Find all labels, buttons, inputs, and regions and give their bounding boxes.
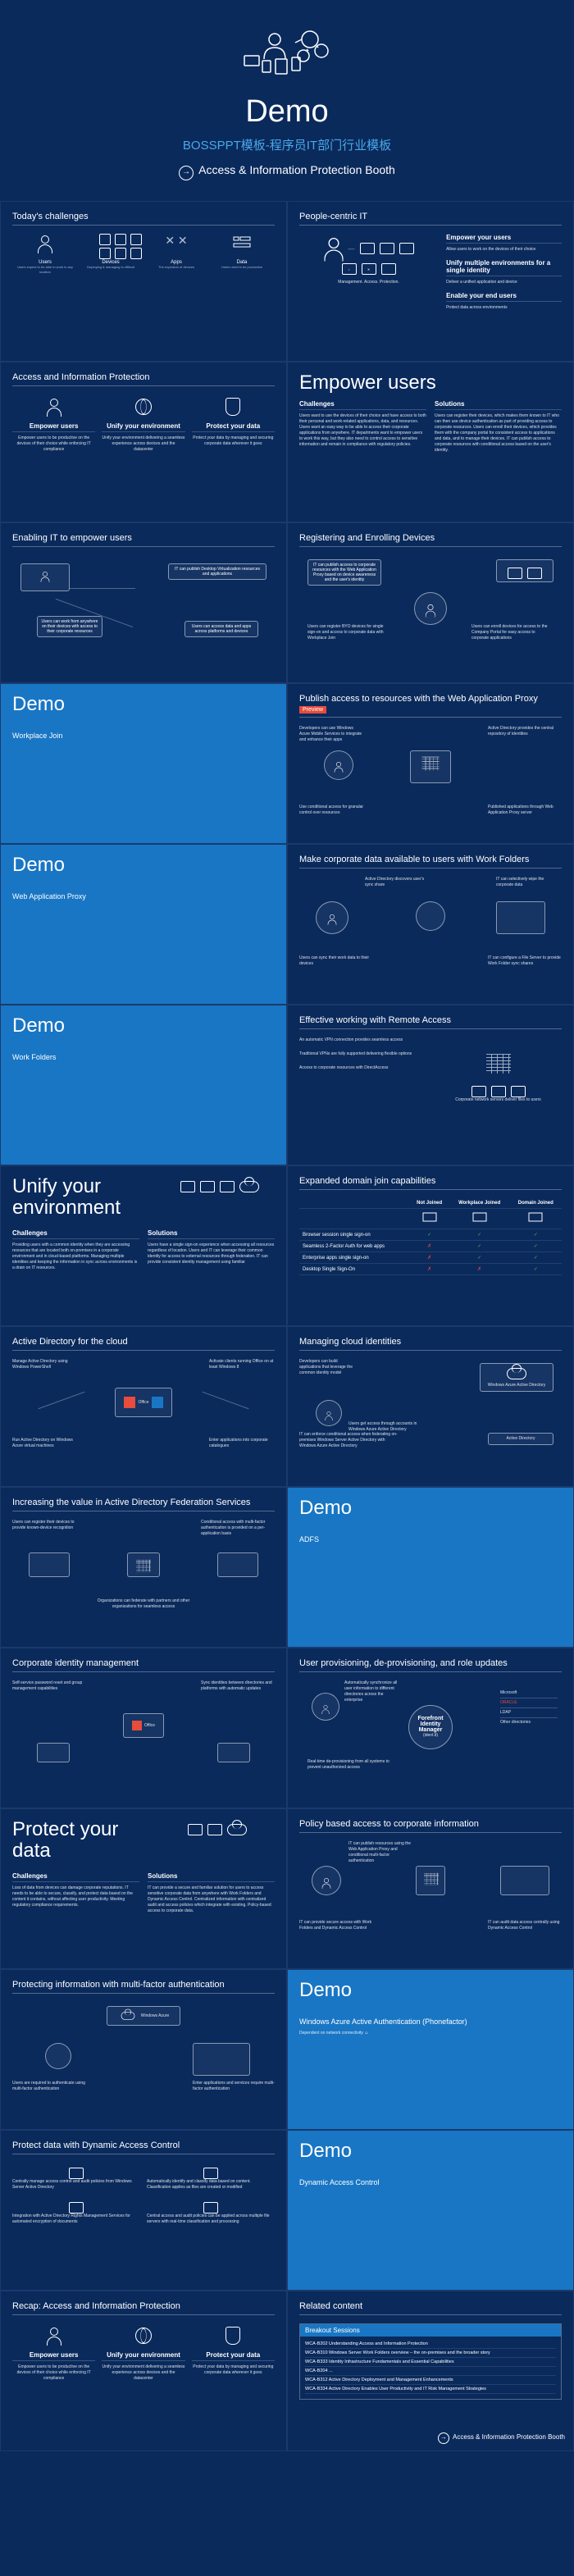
slide-demo-dac: DemoDynamic Access Control [287,2130,574,2291]
slide-recap: Recap: Access and Information Protection… [0,2291,287,2451]
slide-corp-identity: Corporate identity management Self-servi… [0,1648,287,1808]
related-box: Breakout Sessions WCA-B202 Understanding… [299,2323,562,2400]
capability-table: Not JoinedWorkplace JoinedDomain Joined … [299,1198,562,1275]
footer-tag: Access & Information Protection Booth [438,2432,565,2444]
slide-adfs-value: Increasing the value in Active Directory… [0,1487,287,1648]
slide-unify: Unify your environment ChallengesProvidi… [0,1165,287,1326]
slide-demo-phonefactor: Demo Windows Azure Active Authentication… [287,1969,574,2130]
slide-remote-access: Effective working with Remote Access An … [287,1005,574,1165]
slide-cloud-identities: Managing cloud identities Developers can… [287,1326,574,1487]
slide-ad-cloud: Active Directory for the cloud Manage Ac… [0,1326,287,1487]
col-devices: DevicesDeploying & managing is difficult [78,234,144,274]
slide-mfa: Protecting information with multi-factor… [0,1969,287,2130]
hero-title: Demo [16,94,558,130]
slide-access-info: Access and Information Protection Empowe… [0,362,287,522]
slide-domain-join: Expanded domain join capabilities Not Jo… [287,1165,574,1326]
hero-icon [238,25,336,82]
slide-demo-wap: DemoWeb Application Proxy [0,844,287,1005]
slide-demo-workfolders: DemoWork Folders [0,1005,287,1165]
slide-title: Today's challenges [12,212,275,226]
col-data: DataUsers need to be productive [209,234,275,274]
hero-subtitle: BOSSPPT模板-程序员IT部门行业模板 [16,136,558,153]
hero-tagline: Access & Information Protection Booth [16,163,558,180]
slide-dac: Protect data with Dynamic Access Control… [0,2130,287,2291]
col-users: UsersUsers expect to be able to work in … [12,234,78,274]
slide-publish-wap: Publish access to resources with the Web… [287,683,574,844]
slide-empower: Empower users ChallengesUsers want to us… [287,362,574,522]
slide-provisioning: User provisioning, de-provisioning, and … [287,1648,574,1808]
col-apps: ✕ ✕AppsThe explosion of devices [144,234,209,274]
hero-slide: Demo BOSSPPT模板-程序员IT部门行业模板 Access & Info… [0,0,574,201]
slide-title: People-centric IT [299,212,562,226]
slide-demo-workplace: Demo Workplace Join [0,683,287,844]
slide-policy-access: Policy based access to corporate informa… [287,1808,574,1969]
slide-demo-adfs: DemoADFS [287,1487,574,1648]
slide-registering: Registering and Enrolling Devices IT can… [287,522,574,683]
slide-related: Related content Breakout Sessions WCA-B2… [287,2291,574,2451]
slide-challenges: Today's challenges UsersUsers expect to … [0,201,287,362]
slide-work-folders: Make corporate data available to users w… [287,844,574,1005]
slide-people-centric: People-centric IT — ♪✕ Management. Acces… [287,201,574,362]
slide-enabling-it: Enabling IT to empower users IT can publ… [0,522,287,683]
slide-protect-data: Protect your data ChallengesLoss of data… [0,1808,287,1969]
